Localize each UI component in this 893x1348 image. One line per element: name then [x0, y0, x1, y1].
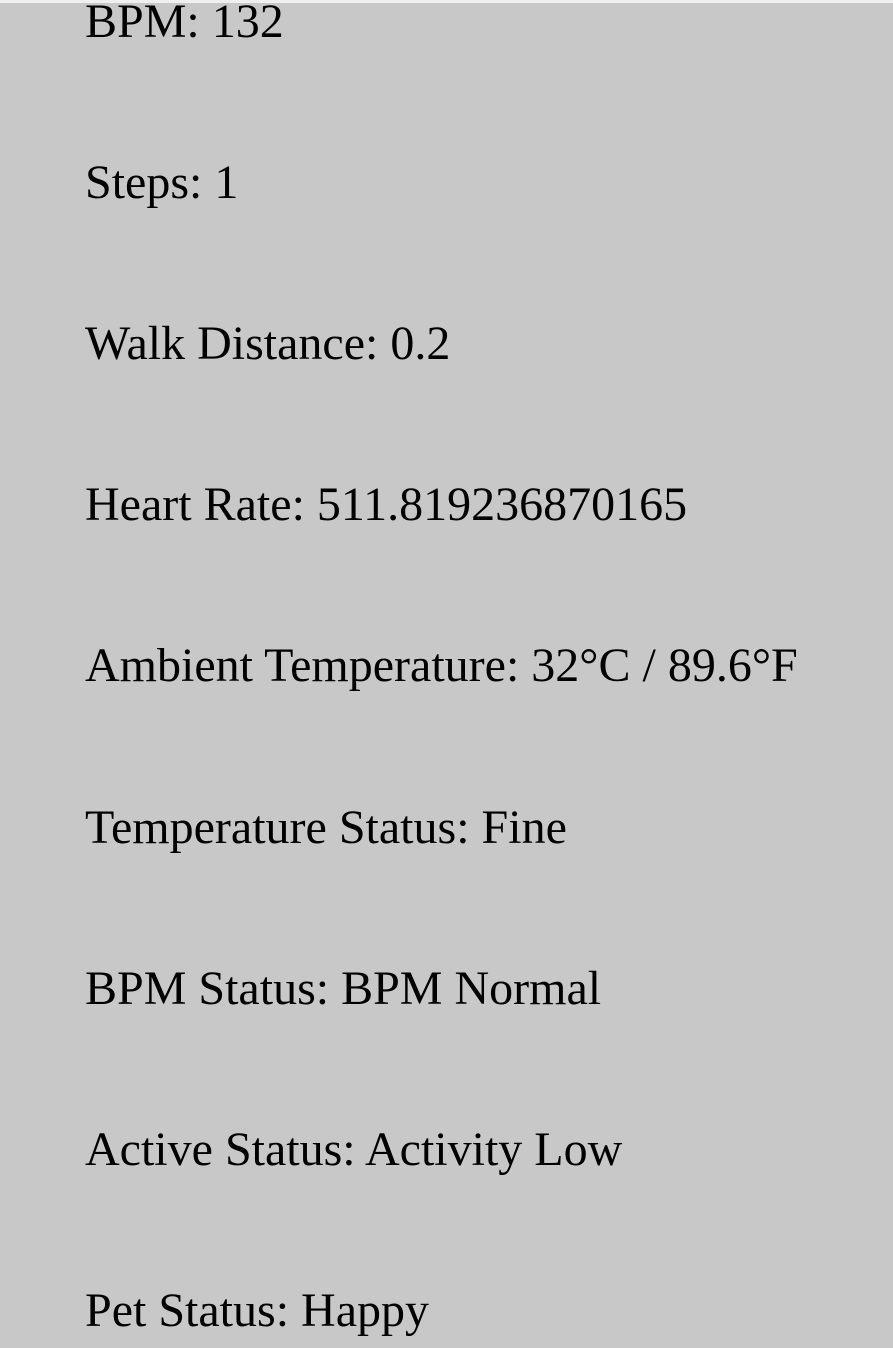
bpm-value: 132 — [211, 0, 284, 48]
steps-reading: Steps: 1 — [85, 156, 239, 209]
bpm-status-reading: BPM Status: BPM Normal — [85, 962, 602, 1015]
ambient-temperature-value: 32°C / 89.6°F — [531, 639, 798, 692]
top-edge-line — [0, 0, 893, 3]
active-status-label: Active Status — [85, 1123, 343, 1176]
bpm-label: BPM — [85, 0, 187, 48]
temperature-status-value: Fine — [481, 801, 567, 854]
pet-status-reading: Pet Status: Happy — [85, 1284, 429, 1337]
active-status-reading: Active Status: Activity Low — [85, 1123, 623, 1176]
pet-status-value: Happy — [301, 1284, 429, 1337]
heart-rate-label: Heart Rate — [85, 478, 292, 531]
walk-distance-value: 0.2 — [390, 317, 451, 370]
bpm-status-value: BPM Normal — [341, 962, 602, 1015]
heart-rate-value: 511.819236870165 — [316, 478, 688, 531]
temperature-status-label: Temperature Status — [85, 801, 457, 854]
temperature-status-reading: Temperature Status: Fine — [85, 801, 567, 854]
ambient-temperature-reading: Ambient Temperature: 32°C / 89.6°F — [85, 639, 798, 692]
walk-distance-label: Walk Distance — [85, 317, 366, 370]
walk-distance-reading: Walk Distance: 0.2 — [85, 317, 451, 370]
active-status-value: Activity Low — [364, 1123, 623, 1176]
heart-rate-reading: Heart Rate: 511.819236870165 — [85, 478, 688, 531]
steps-value: 1 — [214, 156, 239, 209]
ambient-temperature-label: Ambient Temperature — [85, 639, 506, 692]
bpm-reading: BPM: 132 — [85, 0, 284, 50]
steps-label: Steps — [85, 156, 190, 209]
pet-status-label: Pet Status — [85, 1284, 276, 1337]
bpm-status-label: BPM Status — [85, 962, 316, 1015]
